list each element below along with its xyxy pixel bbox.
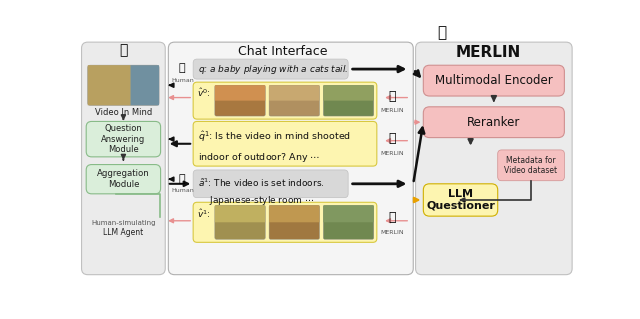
Text: $\hat{v}^1$:: $\hat{v}^1$: bbox=[197, 207, 211, 219]
Text: Metadata for
Video dataset: Metadata for Video dataset bbox=[504, 156, 557, 175]
FancyBboxPatch shape bbox=[215, 85, 265, 116]
Text: Human-simulating: Human-simulating bbox=[91, 220, 156, 226]
FancyBboxPatch shape bbox=[423, 184, 498, 216]
Text: Reranker: Reranker bbox=[467, 116, 520, 129]
Text: LLM Agent: LLM Agent bbox=[103, 228, 143, 237]
FancyBboxPatch shape bbox=[88, 65, 131, 105]
FancyBboxPatch shape bbox=[81, 42, 165, 275]
FancyBboxPatch shape bbox=[193, 170, 348, 198]
Text: Video In Mind: Video In Mind bbox=[95, 108, 152, 116]
FancyBboxPatch shape bbox=[269, 205, 319, 222]
FancyBboxPatch shape bbox=[415, 42, 572, 275]
FancyBboxPatch shape bbox=[168, 42, 413, 275]
Text: Aggregation
Module: Aggregation Module bbox=[97, 169, 150, 189]
FancyBboxPatch shape bbox=[193, 82, 377, 119]
FancyBboxPatch shape bbox=[215, 205, 265, 222]
FancyBboxPatch shape bbox=[215, 205, 265, 239]
Text: Human: Human bbox=[171, 78, 194, 83]
Text: 🧙: 🧙 bbox=[388, 90, 396, 102]
Text: Question
Answering
Module: Question Answering Module bbox=[101, 124, 145, 154]
FancyBboxPatch shape bbox=[323, 85, 374, 116]
Text: MERLIN: MERLIN bbox=[381, 230, 404, 235]
Text: 🧙: 🧙 bbox=[388, 132, 396, 145]
FancyBboxPatch shape bbox=[193, 122, 377, 166]
Text: $q$: a baby playing with a cats tail.: $q$: a baby playing with a cats tail. bbox=[198, 63, 348, 76]
FancyBboxPatch shape bbox=[498, 150, 564, 181]
FancyBboxPatch shape bbox=[269, 85, 319, 116]
FancyBboxPatch shape bbox=[423, 107, 564, 137]
Text: $\hat{v}^0$:: $\hat{v}^0$: bbox=[197, 87, 211, 100]
FancyBboxPatch shape bbox=[131, 65, 159, 105]
FancyBboxPatch shape bbox=[88, 65, 159, 105]
FancyBboxPatch shape bbox=[86, 122, 161, 157]
Text: MERLIN: MERLIN bbox=[456, 45, 521, 60]
Text: 🤖: 🤖 bbox=[179, 174, 186, 184]
FancyBboxPatch shape bbox=[323, 205, 374, 239]
FancyBboxPatch shape bbox=[193, 59, 348, 79]
Text: MERLIN: MERLIN bbox=[381, 151, 404, 156]
Text: $\hat{q}^1$: Is the video in mind shooted
indoor of outdoor? Any $\cdots$: $\hat{q}^1$: Is the video in mind shoote… bbox=[198, 129, 351, 164]
FancyBboxPatch shape bbox=[269, 85, 319, 101]
FancyBboxPatch shape bbox=[323, 85, 374, 101]
Text: 🧙: 🧙 bbox=[437, 26, 447, 41]
FancyBboxPatch shape bbox=[193, 202, 377, 242]
Text: Human: Human bbox=[171, 189, 194, 193]
Text: LLM
Questioner: LLM Questioner bbox=[426, 189, 495, 211]
Text: 🧙: 🧙 bbox=[388, 211, 396, 224]
FancyBboxPatch shape bbox=[86, 165, 161, 194]
Text: Multimodal Encoder: Multimodal Encoder bbox=[435, 74, 553, 87]
Text: $\tilde{a}^1$: The video is set indoors.
    Japanese-style room $\cdots$: $\tilde{a}^1$: The video is set indoors.… bbox=[198, 176, 324, 207]
FancyBboxPatch shape bbox=[215, 85, 265, 101]
FancyBboxPatch shape bbox=[323, 205, 374, 222]
Text: 🤖: 🤖 bbox=[119, 44, 127, 58]
FancyBboxPatch shape bbox=[269, 205, 319, 239]
Text: 🤖: 🤖 bbox=[179, 63, 186, 73]
Text: Chat Interface: Chat Interface bbox=[238, 45, 328, 58]
Text: MERLIN: MERLIN bbox=[381, 108, 404, 113]
FancyBboxPatch shape bbox=[423, 65, 564, 96]
